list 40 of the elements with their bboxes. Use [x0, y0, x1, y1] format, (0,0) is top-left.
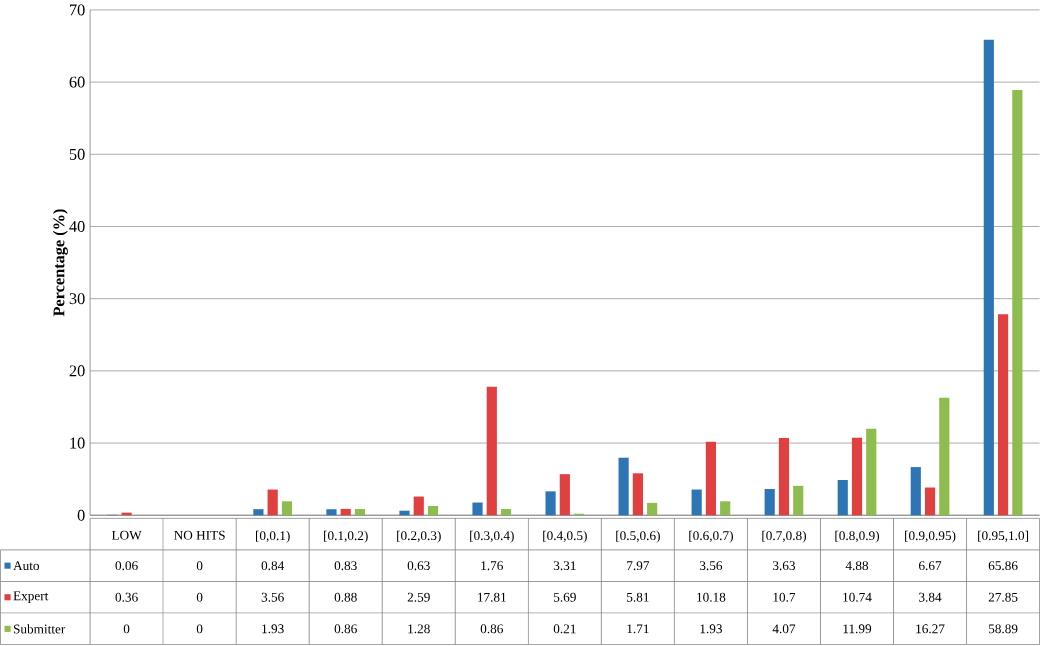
bar: [866, 429, 877, 516]
bar: [837, 480, 848, 516]
y-tick-label: 30: [69, 293, 85, 305]
bar: [486, 387, 497, 516]
bar: [1012, 90, 1023, 516]
bar: [326, 509, 337, 516]
bar: [618, 458, 629, 516]
bar: [253, 509, 264, 516]
bar: [910, 467, 921, 516]
y-tick-label: 10: [70, 438, 85, 450]
y-tick-label: 50: [69, 149, 85, 161]
bar: [413, 497, 424, 516]
bar: [559, 474, 570, 516]
bar: [632, 473, 643, 516]
bar: [545, 491, 556, 516]
y-tick-label: 20: [69, 365, 85, 377]
bar: [851, 438, 863, 516]
bar: [778, 438, 790, 516]
bar: [500, 509, 512, 516]
bar: [720, 501, 731, 516]
bar: [472, 503, 483, 516]
bar: [267, 490, 278, 516]
bar: [705, 442, 717, 516]
bar: [983, 40, 994, 516]
bar: [997, 314, 1009, 516]
bar: [939, 398, 950, 516]
y-tick-label: 70: [70, 4, 85, 16]
y-tick-label: 40: [69, 221, 85, 233]
y-tick-label: 60: [69, 77, 85, 89]
y-axis-title: Percentage (%): [52, 209, 68, 317]
bar: [764, 489, 775, 516]
bar: [924, 487, 936, 516]
bar: [340, 509, 351, 516]
bar: [793, 486, 804, 516]
bar: [647, 503, 658, 516]
bar: [354, 509, 366, 516]
bar: [281, 501, 293, 516]
y-tick-label: 0: [77, 510, 85, 522]
bar: [691, 490, 702, 516]
bar: [427, 506, 439, 516]
